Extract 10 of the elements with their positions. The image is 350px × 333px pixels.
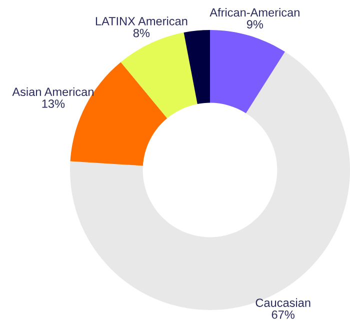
data-label: 67% xyxy=(272,310,294,319)
data-label: 13% xyxy=(42,100,65,108)
data-label: 8% xyxy=(133,28,150,38)
slice-label: Asian American xyxy=(12,87,94,96)
slice-label: LATINX American xyxy=(96,16,188,26)
slice-label: African-American xyxy=(210,8,300,17)
donut-slice xyxy=(184,30,210,104)
data-label: 9% xyxy=(246,20,264,29)
donut-slice xyxy=(210,30,286,114)
slice-label: Caucasian xyxy=(256,298,310,307)
